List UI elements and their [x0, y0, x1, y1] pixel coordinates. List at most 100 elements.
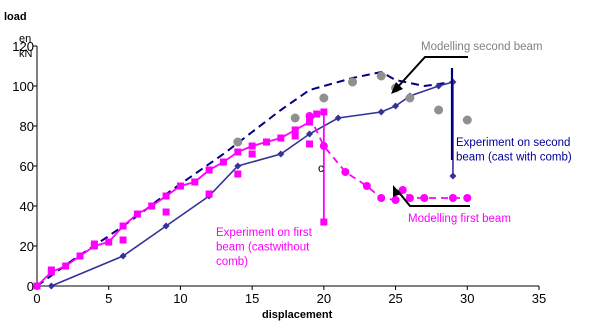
modelling-first-beam-square-point	[291, 132, 299, 140]
series-experiment-second-beam-line	[51, 80, 454, 287]
experiment-second-beam-point	[162, 222, 170, 230]
experiment-first-beam-point	[205, 166, 213, 174]
annotation-line: beam (castwithout	[216, 242, 310, 254]
y-unit-line-1: en	[19, 33, 31, 45]
modelling-first-beam-square-point	[205, 190, 213, 198]
annotation-a2: Experiment on second beam (cast with comb…	[456, 137, 572, 164]
experiment-second-beam-point	[306, 130, 314, 138]
experiment-first-beam-point	[176, 182, 184, 190]
annotation-line: beam (cast with comb)	[456, 152, 572, 164]
modelling-first-beam-point	[405, 194, 414, 202]
experiment-first-beam-point	[320, 108, 328, 116]
modelling-first-beam-point	[391, 196, 400, 204]
annotation-a4: Experiment on first beam (castwithout comb…	[216, 227, 313, 268]
annotation-line: Experiment on first	[216, 227, 313, 239]
experiment-first-beam-point	[313, 110, 321, 118]
experiment-second-beam-point	[449, 172, 457, 180]
x-tick-label: 10	[173, 291, 187, 306]
modelling-second-beam-point	[319, 93, 329, 103]
experiment-first-beam-point	[76, 252, 84, 260]
y-unit-line-2: kN	[19, 48, 33, 60]
modelling-first-beam-point	[341, 168, 350, 176]
experiment-second-beam-point	[334, 114, 342, 122]
experiment-first-beam-point	[234, 148, 242, 156]
experiment-first-beam-point	[277, 134, 285, 142]
experiment-second-beam-point	[119, 252, 127, 260]
modelling-second-beam-point	[290, 113, 300, 123]
experiment-first-beam-point	[262, 138, 270, 146]
experiment-first-beam-point	[62, 262, 70, 270]
experiment-second-beam-point	[435, 82, 443, 90]
modelling-first-beam-point	[319, 142, 328, 150]
y-tick-label: 40	[20, 199, 34, 214]
x-tick-label: 15	[245, 291, 259, 306]
modelling-second-beam-point	[376, 71, 386, 81]
x-tick-label: 25	[388, 291, 402, 306]
y-tick-label: 60	[20, 159, 34, 174]
y-tick-label: 80	[20, 119, 34, 134]
annotation-a3: Modelling first beam	[408, 213, 511, 225]
x-axis-title: displacement	[262, 309, 333, 321]
annotation-line: Modelling second beam	[421, 41, 542, 53]
experiment-first-beam-point	[248, 142, 256, 150]
experiment-second-beam-point	[277, 150, 285, 158]
x-tick-label: 30	[460, 291, 474, 306]
modelling-first-beam-square-point	[248, 150, 256, 158]
x-tick-label: 20	[317, 291, 331, 306]
modelling-second-beam-point	[233, 137, 243, 147]
experiment-second-beam-point	[392, 102, 400, 110]
experiment-first-beam-point	[306, 118, 314, 126]
y-tick-label: 20	[20, 239, 34, 254]
modelling-second-beam-point	[405, 93, 415, 103]
arrow-head-modelling-second	[391, 82, 403, 94]
experiment-second-beam-point	[377, 108, 385, 116]
annotation-a1: Modelling second beam	[421, 41, 542, 53]
chart-labels: load en kN displacement c	[4, 11, 333, 321]
modelling-first-beam-square-point	[234, 170, 242, 178]
chart-axes: 0 5 10 15 20 25 30 35 0 20 40 60 80 100 120	[12, 39, 546, 306]
annotation-line: Experiment on second	[456, 137, 570, 149]
experiment-first-beam-point	[162, 192, 170, 200]
chart-series-layer	[33, 70, 472, 290]
series-modelling-second-beam-line	[36, 70, 454, 287]
experiment-first-beam-point	[105, 238, 113, 246]
modelling-first-beam-point	[377, 194, 386, 202]
series-modelling-first-beam-line	[308, 115, 468, 201]
y-tick-label: 120	[12, 39, 34, 54]
modelling-first-beam-square-point	[306, 140, 314, 148]
arrow-head-modelling-first	[393, 185, 401, 197]
experiment-first-beam-point	[148, 202, 156, 210]
experiment-first-beam-point	[291, 126, 299, 134]
modelling-first-beam-point	[362, 182, 371, 190]
experiment-first-beam-point	[33, 282, 41, 290]
modelling-first-beam-point	[448, 194, 457, 202]
arrow-modelling-first	[396, 189, 470, 207]
x-tick-label: 35	[532, 291, 546, 306]
modelling-first-beam-point	[398, 186, 407, 194]
experiment-second-beam-point	[234, 162, 242, 170]
experiment-first-beam-point	[219, 158, 227, 166]
modelling-first-beam-point	[305, 112, 314, 120]
experiment-first-beam-point	[133, 210, 141, 218]
annotation-line: Modelling first beam	[408, 213, 511, 225]
modelling-first-beam-square-point	[162, 208, 170, 216]
x-tick-label: 5	[105, 291, 112, 306]
annotation-line: comb)	[216, 256, 248, 268]
modelling-second-beam-point	[348, 77, 358, 87]
experiment-second-beam-point	[47, 282, 55, 290]
experiment-first-beam-point	[119, 222, 127, 230]
experiment-first-beam-point	[320, 218, 328, 226]
experiment-first-beam-point	[191, 178, 199, 186]
modelling-second-beam-point	[434, 105, 444, 115]
modelling-first-beam-square-point	[90, 240, 98, 248]
modelling-second-beam-point	[462, 115, 472, 125]
x-tick-label: 0	[33, 291, 40, 306]
arrow-modelling-second	[394, 56, 468, 91]
y-tick-label: 100	[12, 79, 34, 94]
modelling-first-beam-square-point	[47, 266, 55, 274]
chart-annotations: Modelling second beam Experiment on secon…	[216, 41, 572, 268]
modelling-first-beam-square-point	[119, 236, 127, 244]
modelling-first-beam-point	[420, 194, 429, 202]
annotation-arrows	[391, 56, 470, 207]
